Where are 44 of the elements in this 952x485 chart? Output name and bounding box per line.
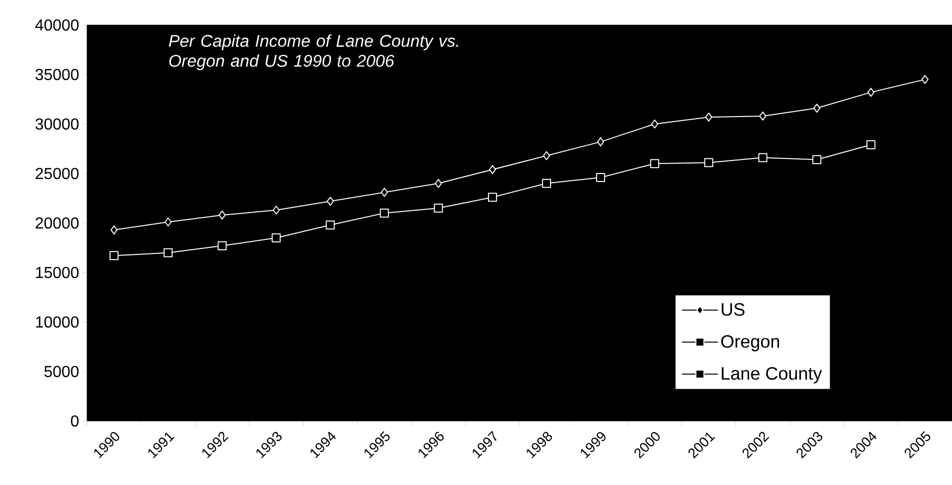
point <box>596 172 606 182</box>
point <box>704 158 714 168</box>
y-tick-label: 25000 <box>36 168 79 180</box>
point <box>272 206 280 215</box>
y-tick-label: 10000 <box>36 316 79 328</box>
point <box>705 112 712 122</box>
legend-label: US <box>722 303 744 316</box>
point <box>326 220 335 230</box>
point <box>866 140 876 150</box>
y-tick-label: 20000 <box>36 217 79 229</box>
legend-label: Lane County <box>722 367 822 384</box>
point <box>488 192 497 202</box>
y-tick-label: 0 <box>70 415 79 427</box>
point <box>759 112 766 121</box>
point <box>218 241 227 250</box>
point <box>110 225 118 234</box>
point <box>272 233 281 242</box>
legend-label: Oregon <box>721 335 780 352</box>
point <box>380 208 389 218</box>
point <box>434 204 443 213</box>
point <box>758 153 768 162</box>
point <box>543 151 550 160</box>
point <box>650 159 660 168</box>
point <box>597 137 604 146</box>
y-tick-label: 35000 <box>36 68 79 80</box>
y-tick-label: 30000 <box>36 118 79 130</box>
point <box>326 196 334 206</box>
y-tick-label: 15000 <box>36 266 79 278</box>
point <box>921 74 928 84</box>
point <box>164 248 173 258</box>
point <box>434 178 442 188</box>
point <box>542 178 552 188</box>
point <box>867 88 874 97</box>
point <box>164 218 172 227</box>
point <box>812 155 822 164</box>
text: Per Capita Income of Lane County vs. Oregon and US 1990 to 2006 <box>168 34 458 70</box>
point <box>218 210 226 220</box>
point <box>488 165 496 174</box>
point <box>110 251 119 260</box>
point <box>651 120 658 128</box>
y-tick-label: 40000 <box>35 19 79 31</box>
point <box>813 104 820 113</box>
point <box>380 188 388 197</box>
y-tick-label: 5000 <box>44 366 79 378</box>
